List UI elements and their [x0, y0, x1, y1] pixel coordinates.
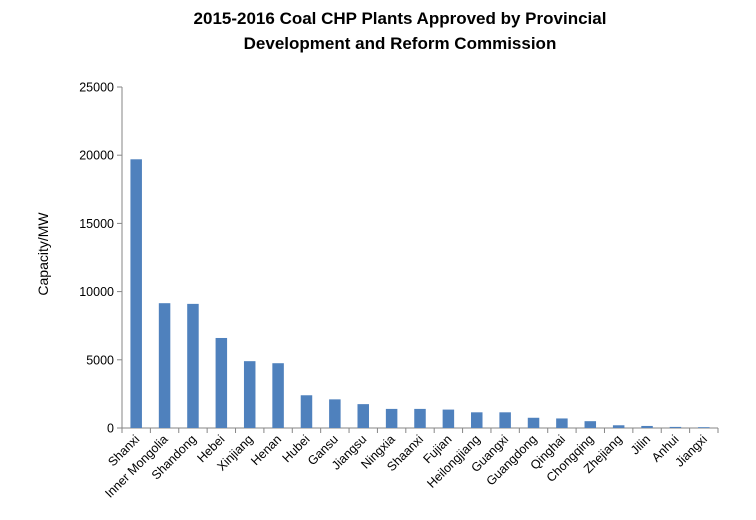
- bar: [612, 425, 625, 428]
- x-tick-label: Jiangxi: [673, 432, 710, 469]
- bar: [300, 395, 313, 428]
- bar: [669, 426, 682, 428]
- bar: [499, 412, 511, 428]
- bar: [187, 303, 199, 428]
- bar: [329, 399, 341, 428]
- x-tick-label: Henan: [248, 432, 284, 468]
- bar: [584, 421, 597, 428]
- bar: [556, 418, 568, 428]
- bar: [527, 417, 540, 428]
- bar: [215, 337, 228, 428]
- bar: [698, 427, 710, 428]
- chart-title-line-1: 2015-2016 Coal CHP Plants Approved by Pr…: [193, 9, 607, 28]
- y-tick-label: 25000: [79, 81, 114, 95]
- bar: [641, 425, 653, 428]
- bar: [243, 361, 256, 428]
- y-tick-label: 5000: [86, 353, 114, 367]
- bar: [414, 408, 426, 428]
- bar: [158, 303, 171, 428]
- bar: [357, 404, 369, 428]
- y-tick-label: 0: [107, 422, 114, 436]
- y-tick-label: 15000: [79, 217, 114, 231]
- bar: [442, 409, 455, 428]
- chart-title-line-2: Development and Reform Commission: [243, 34, 557, 53]
- bar: [471, 412, 483, 428]
- bar: [385, 408, 398, 428]
- y-tick-label: 10000: [79, 285, 114, 299]
- bar: [130, 159, 142, 429]
- bar: [272, 363, 284, 428]
- y-tick-label: 20000: [79, 149, 114, 163]
- chart-title: 2015-2016 Coal CHP Plants Approved by Pr…: [100, 6, 700, 56]
